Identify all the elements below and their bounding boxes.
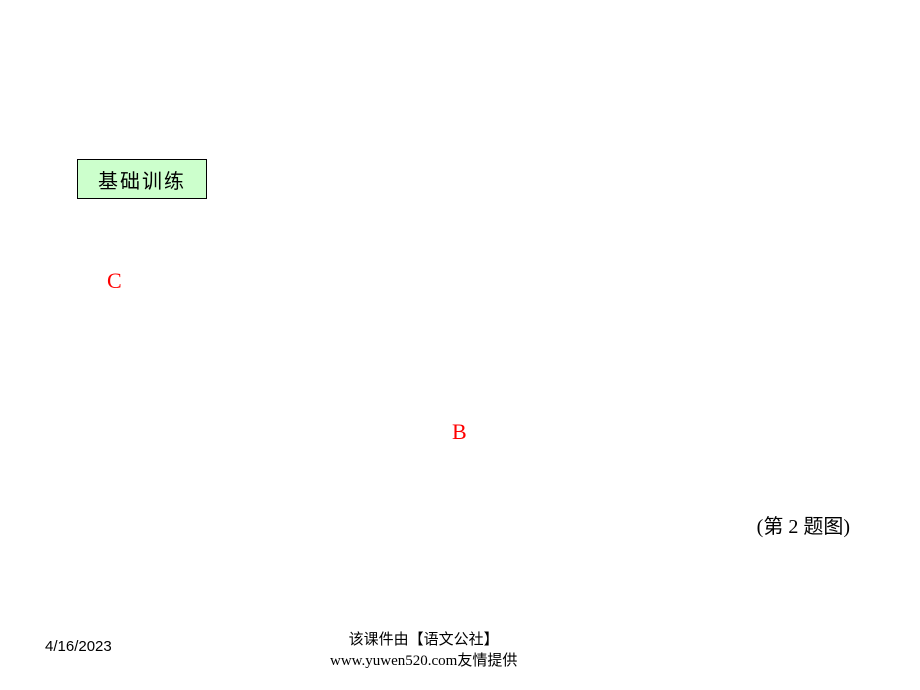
footer-credit-line1: 该课件由【语文公社】 <box>349 632 499 648</box>
figure-label: (第 2 题图) <box>757 510 850 539</box>
footer-date: 4/16/2023 <box>45 638 112 655</box>
answer-b: B <box>452 419 467 445</box>
badge-box: 基础训练 <box>77 159 207 199</box>
footer-credit: 该课件由【语文公社】 www.yuwen520.com友情提供 <box>330 630 517 672</box>
footer-credit-line2: www.yuwen520.com友情提供 <box>330 653 517 669</box>
badge-label: 基础训练 <box>98 165 186 194</box>
answer-c: C <box>107 268 122 294</box>
